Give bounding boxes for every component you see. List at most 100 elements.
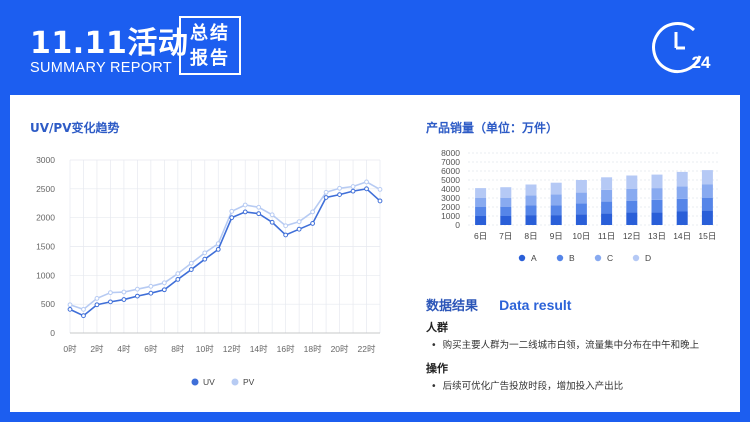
bar-segment-b bbox=[475, 207, 487, 216]
x-tick-label: 11日 bbox=[598, 231, 615, 241]
bar-segment-b bbox=[525, 205, 537, 216]
bar-segment-d bbox=[575, 180, 587, 193]
bar-segment-b bbox=[575, 203, 587, 215]
x-tick-label: 12时 bbox=[223, 344, 241, 354]
bar-segment-d bbox=[651, 174, 663, 189]
x-tick-label: 14时 bbox=[250, 344, 268, 354]
bar-segment-a bbox=[575, 214, 587, 225]
bullet-icon: • bbox=[431, 340, 437, 351]
y-tick-label: 500 bbox=[41, 299, 55, 309]
data-point-uv bbox=[229, 215, 235, 221]
bar-segment-c bbox=[500, 198, 512, 207]
bar-segment-c bbox=[651, 188, 663, 200]
bar-segment-c bbox=[475, 198, 487, 207]
legend-label-b: B bbox=[569, 253, 575, 263]
results-title: 数据结果 bbox=[426, 299, 479, 314]
data-point-pv bbox=[121, 289, 127, 295]
x-tick-label: 7日 bbox=[499, 231, 512, 241]
data-point-uv bbox=[310, 221, 316, 226]
bar-segment-a bbox=[701, 210, 713, 225]
legend-marker-b bbox=[556, 254, 564, 262]
data-point-pv bbox=[323, 189, 329, 195]
legend-marker-pv bbox=[231, 378, 239, 386]
bar-segment-a bbox=[525, 215, 537, 225]
data-point-uv bbox=[121, 297, 127, 302]
data-point-pv bbox=[364, 179, 369, 185]
y-tick-label: 1000 bbox=[36, 270, 55, 280]
legend-label-c: C bbox=[607, 253, 613, 263]
x-tick-label: 12日 bbox=[623, 231, 641, 241]
bar-segment-d bbox=[550, 182, 562, 195]
data-point-uv bbox=[202, 256, 208, 262]
y-tick-label: 4000 bbox=[441, 184, 460, 194]
bar-segment-a bbox=[676, 211, 688, 225]
data-point-pv bbox=[81, 306, 86, 312]
x-tick-label: 20时 bbox=[331, 344, 349, 354]
data-point-uv bbox=[188, 267, 194, 272]
result-item-text-1: • 购买主要人群为一二线城市白领，流量集中分布在中午和晚上 bbox=[431, 337, 699, 351]
page-title: 11.11活动 bbox=[30, 26, 189, 61]
y-tick-label: 3000 bbox=[441, 193, 460, 203]
bar-segment-d bbox=[475, 188, 487, 198]
result-item-text-2: • 后续可优化广告投放时段，增加投入产出比 bbox=[431, 378, 623, 392]
bar-segment-b bbox=[626, 200, 638, 213]
page-subtitle: SUMMARY REPORT bbox=[30, 60, 172, 76]
data-point-pv bbox=[296, 219, 302, 225]
bar-segment-c bbox=[701, 184, 713, 198]
data-point-uv bbox=[377, 198, 383, 204]
y-tick-label: 0 bbox=[50, 328, 55, 338]
data-point-pv bbox=[148, 283, 154, 289]
bar-segment-d bbox=[601, 177, 613, 190]
x-tick-label: 2时 bbox=[90, 344, 104, 354]
content-panel: UV/PV变化趋势 0 500 1000 1500 2000 2500 3000 0时 2时 4时… bbox=[10, 95, 740, 412]
data-point-uv bbox=[161, 287, 167, 293]
clock-24-icon: 24 bbox=[652, 22, 711, 73]
x-tick-label: 22时 bbox=[358, 344, 376, 354]
result-item-label-2: 操作 bbox=[426, 362, 448, 375]
data-point-uv bbox=[242, 209, 248, 215]
data-point-pv bbox=[350, 184, 356, 189]
data-point-uv bbox=[215, 246, 221, 252]
data-point-pv bbox=[269, 212, 275, 218]
sales-chart-title: 产品销量（单位：万件） bbox=[426, 121, 559, 135]
x-tick-label: 16时 bbox=[277, 344, 295, 354]
data-point-pv bbox=[229, 208, 235, 214]
y-tick-label: 2000 bbox=[441, 202, 460, 212]
y-tick-label: 1000 bbox=[441, 211, 460, 221]
data-point-pv bbox=[134, 286, 140, 292]
bar-segment-d bbox=[525, 184, 537, 196]
data-point-pv bbox=[256, 204, 262, 210]
legend-label-d: D bbox=[645, 253, 651, 263]
bar-segment-b bbox=[601, 201, 613, 214]
bar-segment-b bbox=[676, 198, 688, 212]
bar-segment-c bbox=[525, 195, 537, 206]
bar-segment-c bbox=[676, 186, 688, 199]
bullet-icon: • bbox=[431, 381, 437, 392]
x-tick-label: 15日 bbox=[698, 231, 716, 241]
legend-label-pv: PV bbox=[243, 377, 255, 387]
data-point-uv bbox=[134, 293, 140, 299]
legend-marker-d bbox=[632, 254, 640, 262]
data-point-pv bbox=[94, 296, 100, 301]
results-title-en: Data result bbox=[499, 297, 572, 313]
data-point-uv bbox=[364, 186, 369, 192]
bar-segment-d bbox=[626, 175, 638, 189]
y-tick-label: 2500 bbox=[36, 184, 55, 194]
bar-segment-d bbox=[500, 187, 512, 198]
x-tick-label: 6日 bbox=[474, 231, 487, 241]
bar-segment-c bbox=[626, 189, 638, 201]
x-tick-label: 18时 bbox=[304, 344, 322, 354]
data-point-pv bbox=[377, 187, 383, 192]
data-point-pv bbox=[310, 209, 316, 215]
uv-pv-line-chart: 0 500 1000 1500 2000 2500 3000 0时 2时 4时 6时 8时 10时 12时… bbox=[36, 155, 383, 387]
title-box: 总结 报告 bbox=[179, 16, 241, 75]
data-point-pv bbox=[202, 250, 208, 256]
legend-marker-a bbox=[518, 254, 526, 262]
series-line-pv bbox=[69, 181, 381, 311]
title-box-line2: 报告 bbox=[190, 47, 230, 69]
bar-segment-a bbox=[500, 216, 512, 225]
data-point-uv bbox=[283, 232, 289, 238]
data-point-uv bbox=[108, 299, 113, 305]
header-banner: 11.11活动 SUMMARY REPORT 总结 报告 24 bbox=[0, 0, 750, 93]
